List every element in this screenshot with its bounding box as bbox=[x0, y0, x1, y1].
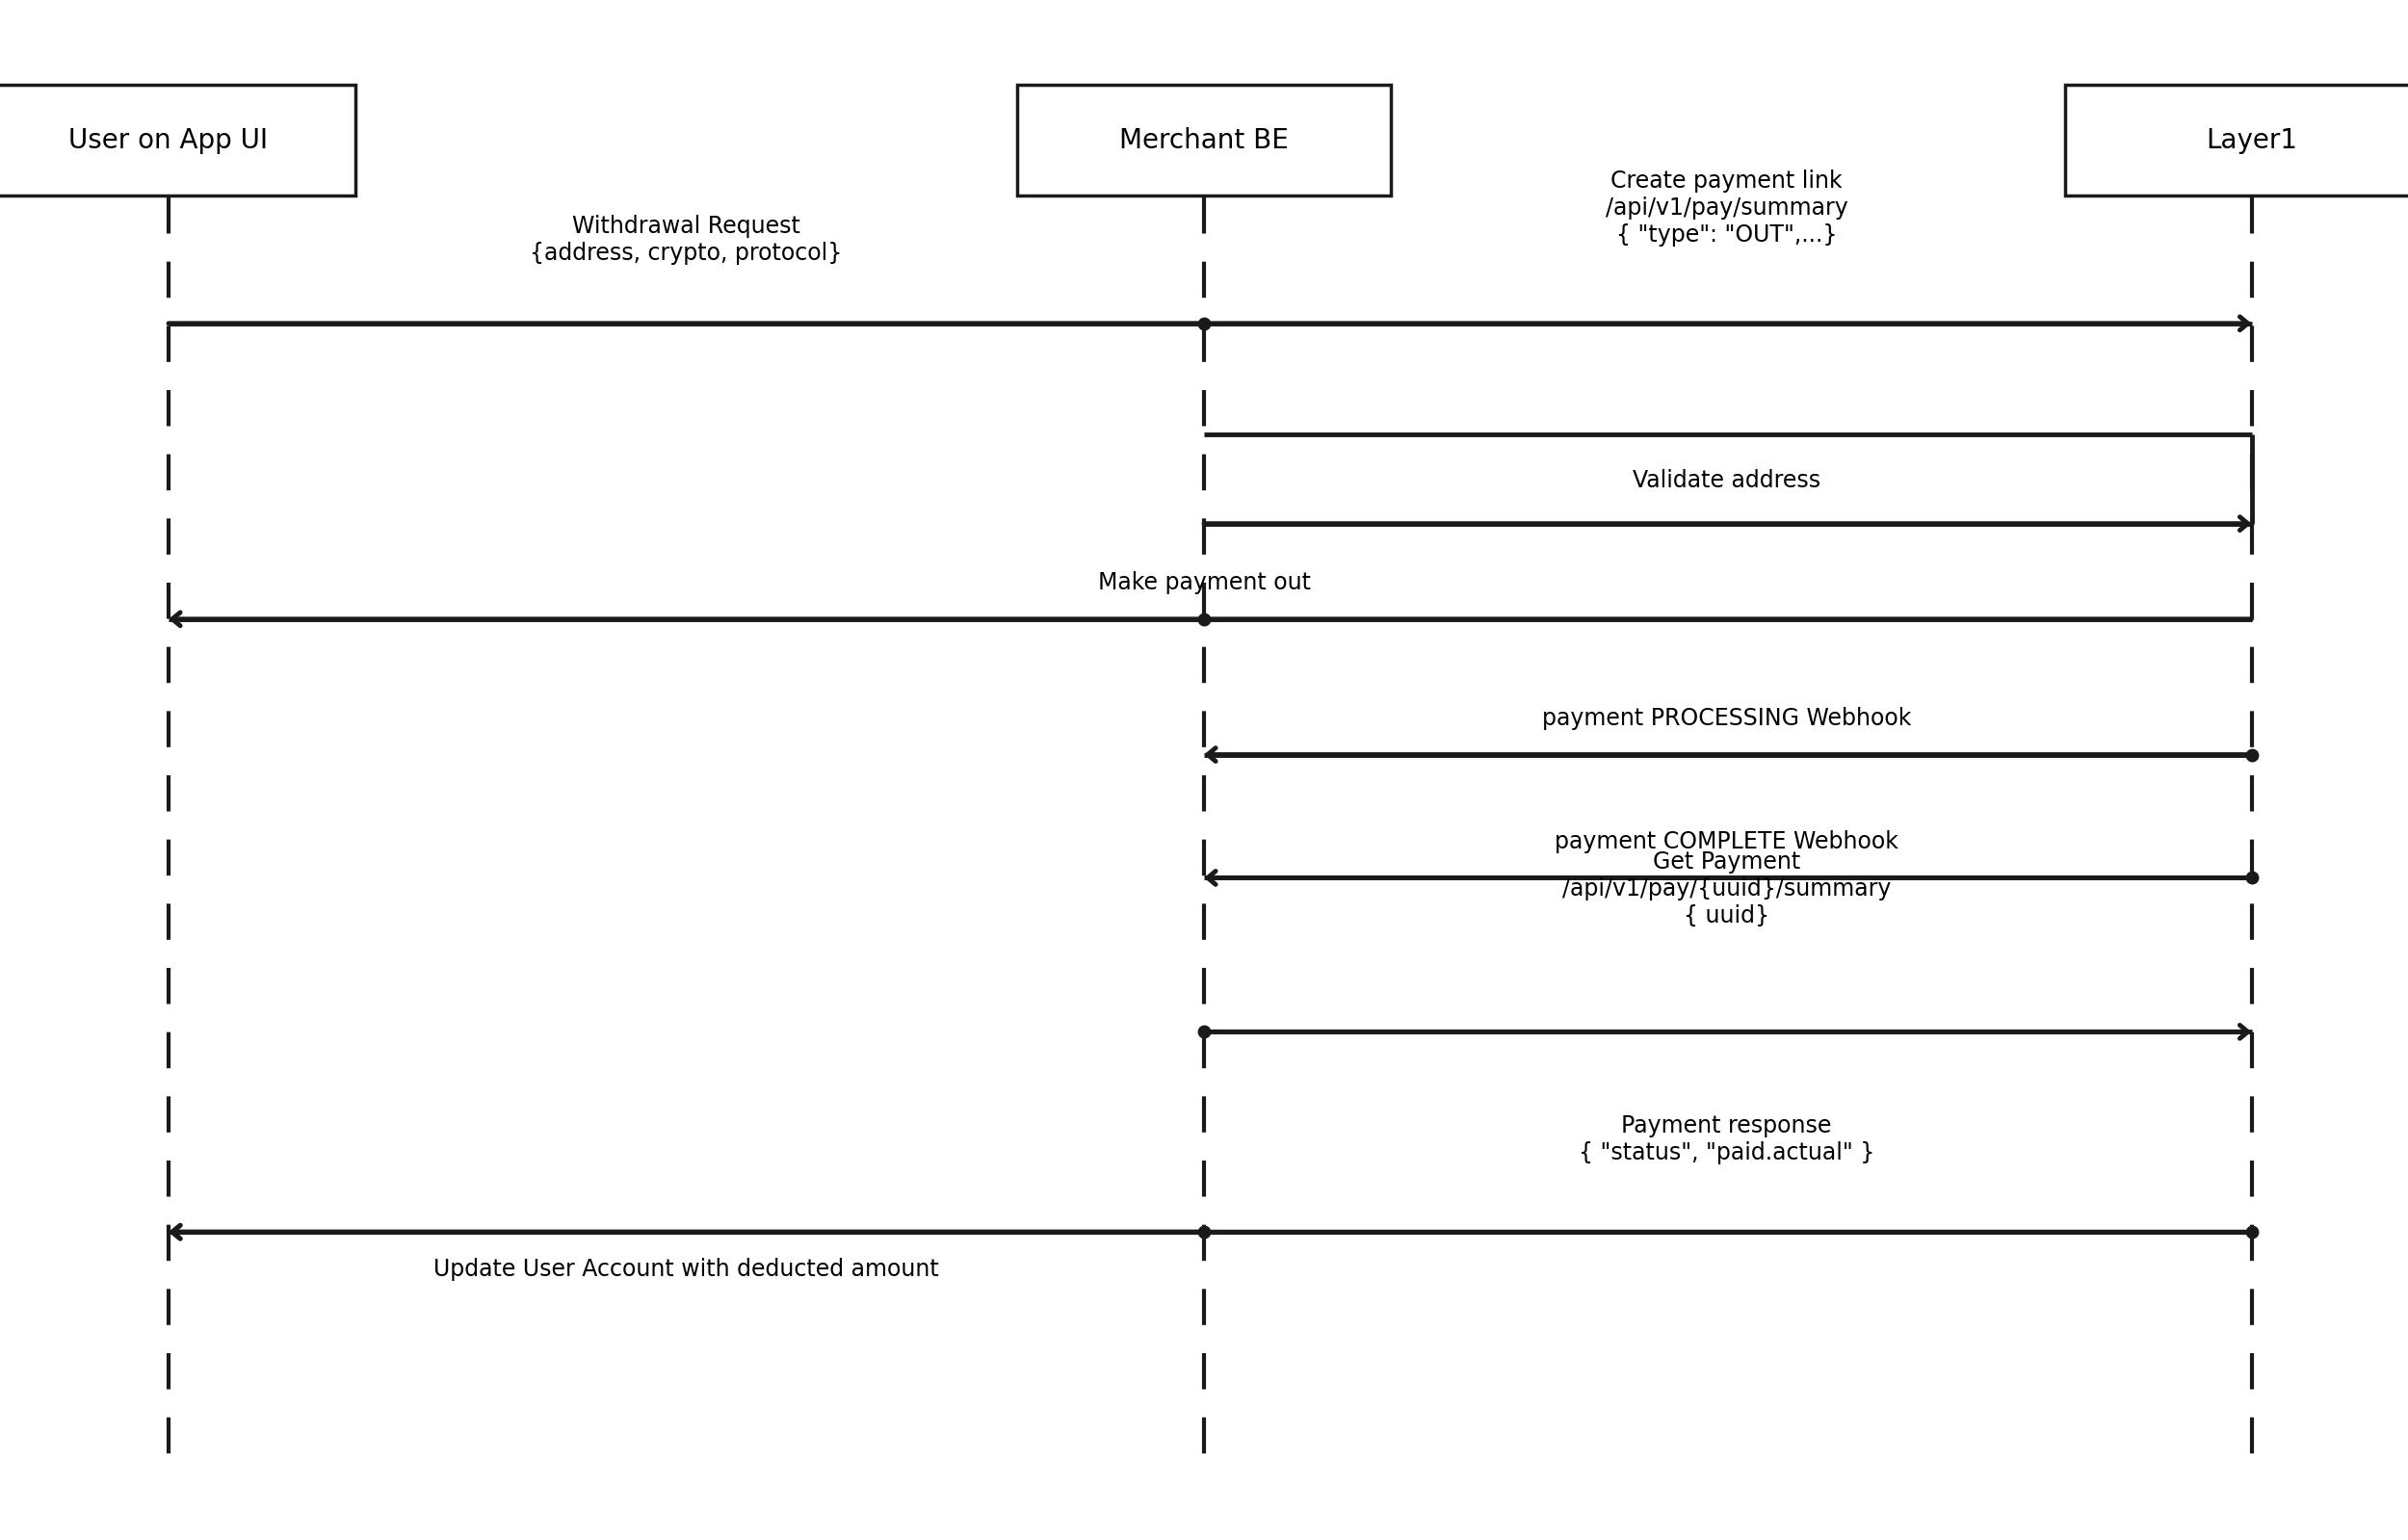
Text: Payment response
{ "status", "paid.actual" }: Payment response { "status", "paid.actua… bbox=[1580, 1115, 1873, 1164]
Text: Make payment out: Make payment out bbox=[1098, 571, 1310, 594]
Text: payment COMPLETE Webhook: payment COMPLETE Webhook bbox=[1556, 830, 1898, 853]
Bar bbox=[2066, 85, 2408, 196]
Text: User on App UI: User on App UI bbox=[70, 126, 267, 154]
Text: Withdrawal Request
{address, crypto, protocol}: Withdrawal Request {address, crypto, pro… bbox=[530, 216, 843, 265]
Text: payment PROCESSING Webhook: payment PROCESSING Webhook bbox=[1541, 707, 1912, 730]
Text: Create payment link
/api/v1/pay/summary
{ "type": "OUT",...}: Create payment link /api/v1/pay/summary … bbox=[1606, 169, 1847, 246]
Bar bbox=[0, 85, 356, 196]
Text: Validate address: Validate address bbox=[1633, 468, 1820, 493]
Text: Layer1: Layer1 bbox=[2206, 126, 2297, 154]
Text: Update User Account with deducted amount: Update User Account with deducted amount bbox=[433, 1258, 939, 1281]
Bar bbox=[1019, 85, 1392, 196]
Text: Get Payment
/api/v1/pay/{uuid}/summary
{ uuid}: Get Payment /api/v1/pay/{uuid}/summary {… bbox=[1563, 850, 1890, 927]
Text: Merchant BE: Merchant BE bbox=[1120, 126, 1288, 154]
